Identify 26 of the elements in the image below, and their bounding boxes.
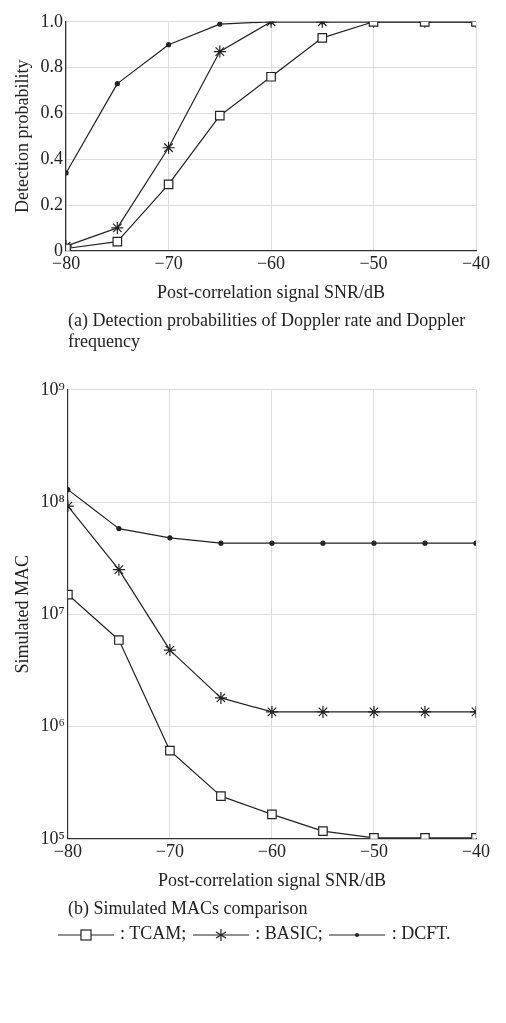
text: (a) Detection probabilities of Doppler rate and Doppler frequency [67, 309, 467, 352]
x-axis-title: Post-correlation signal SNR/dB [157, 281, 386, 302]
x-tick-label: −40 [461, 253, 491, 274]
y-tick-label: 10⁷ [40, 603, 65, 624]
y-axis-title: Simulated MAC [11, 555, 32, 674]
y-tick-label: 0.6 [40, 102, 64, 123]
x-tick-label: −70 [155, 841, 184, 862]
x-tick-label: −50 [359, 253, 388, 274]
x-tick-label: −50 [359, 841, 389, 862]
x-axis-title: Post-correlation signal SNR/dB [157, 869, 386, 890]
text: (b) Simulated MACs comparison [67, 897, 309, 919]
y-axis-title: Detection probability [11, 59, 32, 214]
legend-label: : BASIC; [254, 923, 324, 943]
y-tick-label: 10⁹ [40, 378, 65, 399]
legend-label: : DCFT. [390, 923, 451, 943]
x-tick-label: −60 [256, 253, 286, 274]
x-tick-label: −60 [257, 841, 287, 862]
y-tick-label: 10⁸ [40, 490, 65, 511]
y-tick-label: 1.0 [40, 10, 64, 31]
x-tick-label: −40 [461, 841, 491, 862]
y-tick-label: 0.4 [40, 147, 64, 168]
x-tick-label: −70 [154, 253, 183, 274]
legend-label: : TCAM; [119, 923, 188, 943]
y-tick-label: 0.8 [40, 56, 64, 77]
y-tick-label: 10⁶ [40, 715, 65, 736]
y-tick-label: 0.2 [40, 193, 64, 214]
